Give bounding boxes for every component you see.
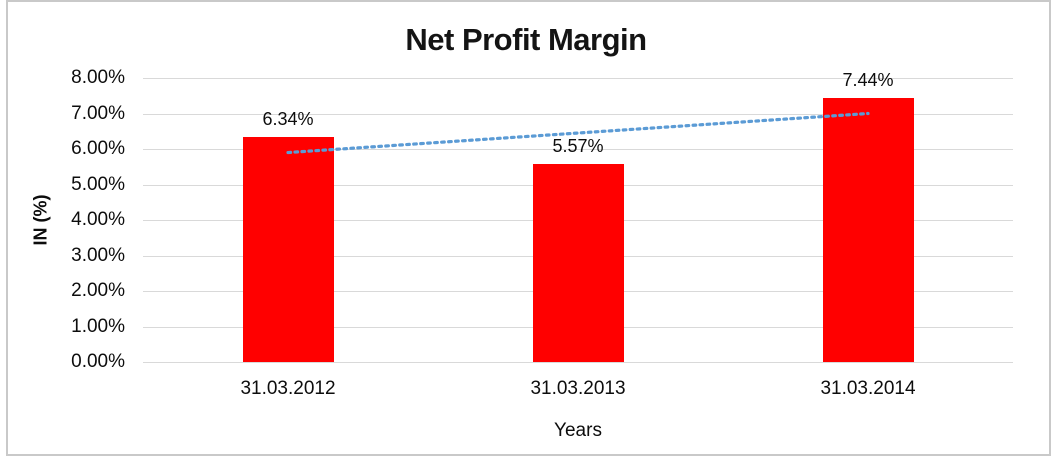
x-axis-title: Years (554, 420, 602, 441)
chart-title: Net Profit Margin (405, 22, 647, 57)
data-label: 5.57% (552, 136, 604, 157)
gridline (143, 149, 1013, 150)
y-tick-label: 5.00% (71, 173, 125, 195)
y-tick-label: 7.00% (71, 102, 125, 124)
y-tick-label: 4.00% (71, 209, 125, 230)
bar-31.03.2013 (532, 164, 624, 362)
y-tick-label: 8.00% (71, 67, 125, 88)
x-tick-label: 31.03.2014 (820, 378, 916, 399)
trendline-layer (286, 111, 870, 155)
bar-31.03.2012 (242, 136, 334, 362)
y-tick-label: 3.00% (71, 244, 125, 266)
linear-trendline (286, 111, 870, 155)
y-tick-label: 6.00% (71, 138, 125, 159)
gridline (143, 78, 1013, 79)
gridline (143, 362, 1013, 363)
data-label: 6.34% (262, 108, 314, 129)
bar-31.03.2014 (822, 97, 914, 362)
gridline (143, 113, 1013, 115)
x-tick-label: 31.03.2012 (240, 378, 336, 399)
y-tick-label: 0.00% (71, 351, 125, 372)
y-tick-label: 1.00% (71, 315, 125, 337)
data-label: 7.44% (842, 69, 894, 90)
x-tick-label: 31.03.2013 (530, 378, 626, 399)
y-tick-label: 2.00% (71, 280, 125, 301)
plot-area: 6.34% 5.57% 7.44% (143, 70, 1013, 363)
